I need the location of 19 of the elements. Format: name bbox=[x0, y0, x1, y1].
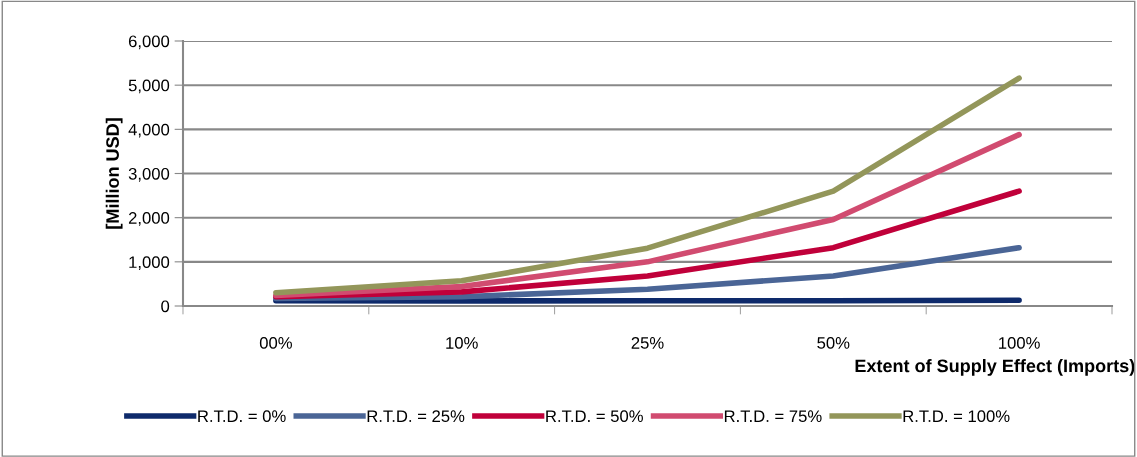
legend-label: R.T.D. = 0% bbox=[198, 410, 286, 423]
x-tick-label: 10% bbox=[446, 337, 478, 349]
x-tick-label: 50% bbox=[817, 337, 850, 349]
y-tick-label: 5,000 bbox=[128, 79, 170, 94]
y-tick-label: 6,000 bbox=[128, 35, 170, 50]
x-tick-label: 00% bbox=[259, 337, 292, 349]
y-tick-label: 4,000 bbox=[128, 123, 170, 138]
legend-label: R.T.D. = 100% bbox=[903, 410, 1010, 423]
y-tick-label: 0 bbox=[161, 300, 170, 313]
y-tick-label: 3,000 bbox=[128, 167, 170, 182]
x-tick-label: 25% bbox=[631, 337, 664, 349]
legend-label: R.T.D. = 75% bbox=[724, 410, 822, 423]
y-axis-title: [Million USD] bbox=[105, 118, 123, 229]
x-axis-title: Extent of Supply Effect (Imports) bbox=[855, 359, 1135, 376]
legend-label: R.T.D. = 25% bbox=[367, 410, 465, 423]
x-tick-label: 100% bbox=[999, 337, 1040, 349]
legend-label: R.T.D. = 50% bbox=[546, 410, 643, 423]
y-tick-label: 2,000 bbox=[128, 212, 170, 226]
y-tick-label: 1,000 bbox=[129, 256, 170, 271]
